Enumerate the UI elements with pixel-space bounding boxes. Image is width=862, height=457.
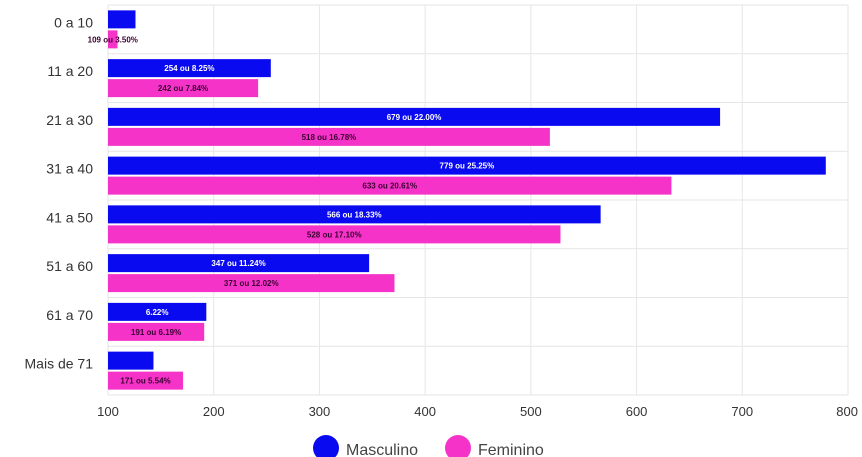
legend-swatch-feminino [445,435,471,457]
category-label: 11 a 20 [47,63,93,79]
bar-feminino-5[interactable] [108,274,395,293]
grid-lines [107,4,849,396]
category-label: 41 a 50 [46,209,93,225]
bar-masculino-6[interactable] [108,302,207,321]
legend[interactable]: Masculino Feminino [313,435,544,457]
bar-masculino-2[interactable] [108,107,721,126]
data-label-masculino-5: 347 ou 11.24% [211,259,265,268]
bar-feminino-0[interactable] [108,30,118,49]
data-label-feminino-7: 171 ou 5.54% [120,377,170,386]
x-axis-tick-labels: 100 200 300 400 500 600 700 800 [97,404,858,419]
data-label-feminino-2: 518 ou 16.78% [302,133,357,142]
bar-feminino-3[interactable] [108,176,672,195]
category-label: 61 a 70 [46,307,93,323]
data-label-feminino-6: 191 ou 6.19% [131,328,181,337]
category-label: 0 a 10 [54,14,93,30]
x-tick-label: 800 [836,404,858,419]
bar-feminino-7[interactable] [108,371,184,390]
data-label-feminino-5: 371 ou 12.02% [224,279,279,288]
data-label-masculino-1: 254 ou 8.25% [164,64,214,73]
x-tick-label: 300 [309,404,331,419]
legend-item-feminino[interactable]: Feminino [445,435,544,457]
bar-masculino-1[interactable] [108,59,271,78]
legend-swatch-masculino [313,435,339,457]
bar-masculino-5[interactable] [108,254,370,273]
bar-masculino-3[interactable] [108,156,826,175]
bar-feminino-6[interactable] [108,322,205,341]
category-label: 21 a 30 [46,112,93,128]
data-label-feminino-1: 242 ou 7.84% [158,84,208,93]
bars-group: 109 ou 3.50% 254 ou 8.25% 242 ou 7.84% 679 … [88,10,826,390]
bar-feminino-1[interactable] [108,79,259,98]
bar-masculino-7[interactable] [108,351,154,370]
bar-masculino-0[interactable] [108,10,136,29]
x-tick-label: 400 [414,404,436,419]
x-tick-label: 600 [626,404,648,419]
category-label: 31 a 40 [46,161,93,177]
data-label-feminino-0: 109 ou 3.50% [88,35,138,44]
bar-feminino-4[interactable] [108,225,561,244]
x-tick-label: 700 [731,404,753,419]
data-label-masculino-6: 6.22% [146,308,169,317]
data-label-masculino-2: 679 ou 22.00% [387,113,442,122]
bar-feminino-2[interactable] [108,127,550,146]
legend-label-feminino: Feminino [478,442,544,457]
x-tick-label: 200 [203,404,225,419]
category-labels: 0 a 10 11 a 20 21 a 30 31 a 40 41 a 50 51 a 6… [25,14,94,371]
data-label-masculino-3: 779 ou 25.25% [440,162,495,171]
category-label: Mais de 71 [25,356,94,372]
x-tick-label: 500 [520,404,542,419]
bar-masculino-4[interactable] [108,205,601,224]
category-label: 51 a 60 [46,258,93,274]
legend-item-masculino[interactable]: Masculino [313,435,418,457]
data-label-feminino-3: 633 ou 20.61% [362,182,417,191]
x-tick-label: 100 [97,404,119,419]
data-label-masculino-4: 566 ou 18.33% [327,210,382,219]
data-label-feminino-4: 528 ou 17.10% [307,230,362,239]
legend-label-masculino: Masculino [346,442,418,457]
